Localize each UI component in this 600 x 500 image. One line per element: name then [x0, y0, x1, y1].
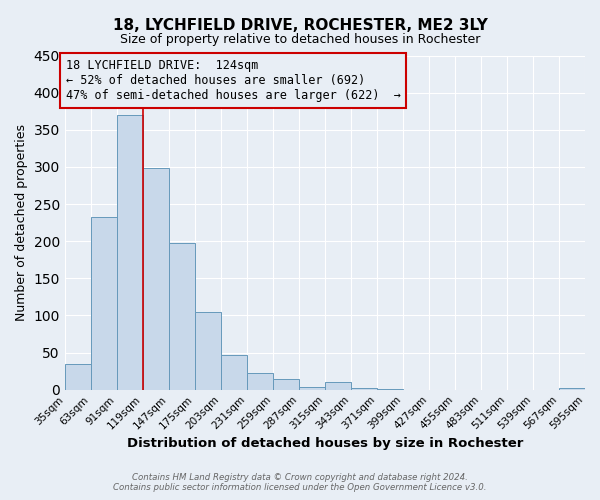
Bar: [299, 388, 325, 390]
Text: 18 LYCHFIELD DRIVE:  124sqm
← 52% of detached houses are smaller (692)
47% of se: 18 LYCHFIELD DRIVE: 124sqm ← 52% of deta…: [66, 59, 401, 102]
Bar: [169, 242, 195, 390]
Y-axis label: Number of detached properties: Number of detached properties: [15, 124, 28, 321]
Bar: [195, 312, 221, 390]
Bar: [91, 216, 117, 390]
X-axis label: Distribution of detached houses by size in Rochester: Distribution of detached houses by size …: [127, 437, 523, 450]
Bar: [377, 389, 403, 390]
Text: Contains HM Land Registry data © Crown copyright and database right 2024.
Contai: Contains HM Land Registry data © Crown c…: [113, 473, 487, 492]
Bar: [351, 388, 377, 390]
Bar: [65, 364, 91, 390]
Text: 18, LYCHFIELD DRIVE, ROCHESTER, ME2 3LY: 18, LYCHFIELD DRIVE, ROCHESTER, ME2 3LY: [113, 18, 487, 32]
Text: Size of property relative to detached houses in Rochester: Size of property relative to detached ho…: [120, 32, 480, 46]
Bar: [325, 382, 351, 390]
Bar: [273, 378, 299, 390]
Bar: [117, 115, 143, 390]
Bar: [559, 388, 585, 390]
Bar: [143, 168, 169, 390]
Bar: [221, 355, 247, 390]
Bar: [247, 372, 273, 390]
